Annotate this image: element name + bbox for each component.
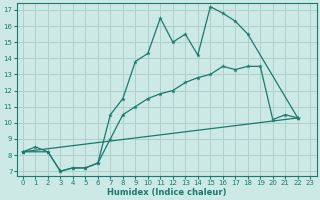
X-axis label: Humidex (Indice chaleur): Humidex (Indice chaleur) [107, 188, 226, 197]
